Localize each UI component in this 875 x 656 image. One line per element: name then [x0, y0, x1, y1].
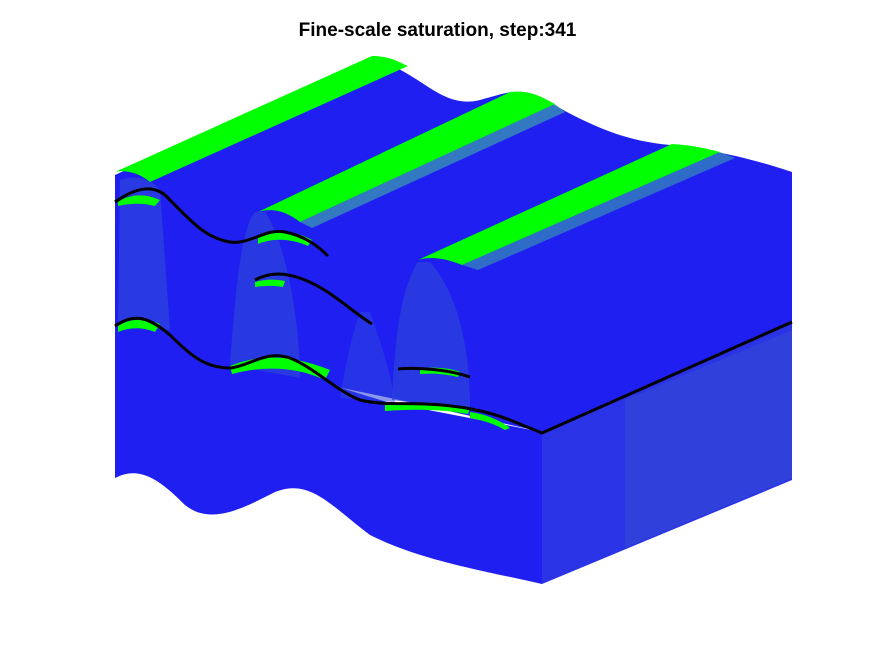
fold-shade-4: [340, 312, 395, 402]
horizon-lower: [114, 316, 793, 435]
figure-title: Fine-scale saturation, step:341: [298, 20, 577, 41]
horizon-middle: [254, 272, 373, 326]
fold-shade-1: [118, 177, 170, 330]
oil-front-ridge-1: [115, 56, 408, 182]
oil-patch-3: [255, 279, 285, 287]
oil-front-ridge-2: [258, 91, 555, 223]
oil-patch-7: [470, 412, 510, 430]
fold-shade-2: [230, 212, 300, 378]
oil-patch-1: [118, 195, 160, 206]
right-face-shade: [625, 330, 792, 548]
horizon-upper-left: [114, 187, 330, 258]
oil-front-ridge-3: [418, 144, 720, 265]
horizon-fragment: [397, 366, 471, 379]
oil-front-ridge-2-fade: [300, 104, 565, 228]
oil-patch-5: [230, 357, 330, 380]
front-face: [115, 175, 542, 584]
oil-front-ridge-3-fade: [462, 152, 735, 270]
